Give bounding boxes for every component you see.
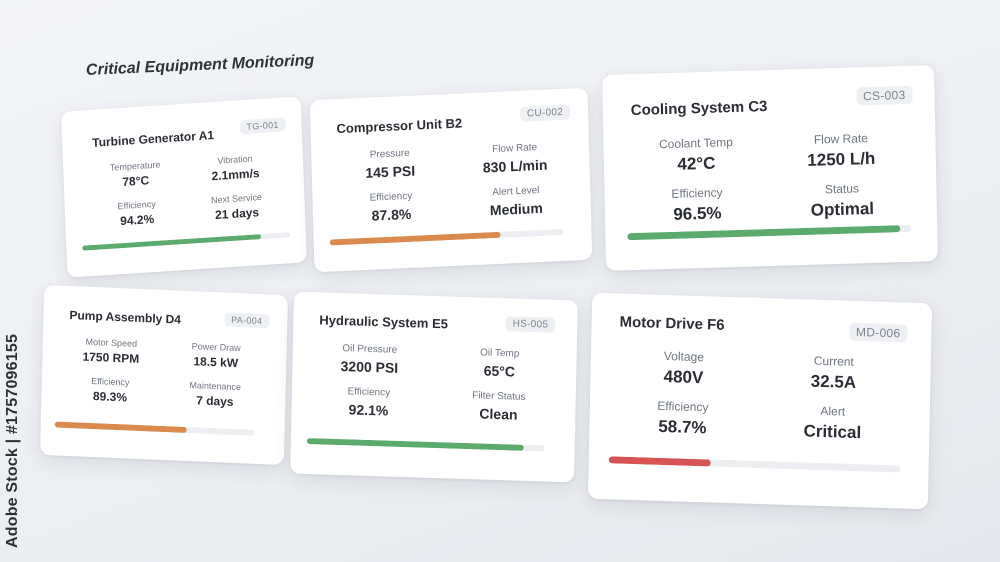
metric-efficiency: Efficiency 94.2% [117,198,156,229]
equipment-card-pump-assembly[interactable]: Pump Assembly D4 PA-004 Motor Speed 1750 … [40,284,288,466]
progress-fill [627,225,900,241]
equipment-id-badge: HS-005 [505,316,556,333]
progress-fill [329,231,501,246]
metric-vibration: Vibration 2.1mm/s [211,153,260,184]
metric-efficiency: Efficiency 58.7% [657,398,709,438]
equipment-card-motor-drive[interactable]: Motor Drive F6 MD-006 Voltage 480V Curren… [587,292,933,510]
progress-fill [306,438,524,451]
progress-bar [54,421,255,436]
progress-fill [54,421,187,433]
metric-oil-temp: Oil Temp 65°C [479,347,520,380]
metric-temperature: Temperature 78°C [109,159,161,189]
metric-current: Current 32.5A [810,353,857,393]
progress-fill [608,456,711,467]
metric-efficiency: Efficiency 87.8% [369,190,413,224]
metrics-grid: Oil Pressure 3200 PSI Oil Temp 65°C Effici… [303,342,564,424]
progress-bar [306,438,545,452]
page-title: Critical Equipment Monitoring [85,52,315,79]
stock-watermark: Adobe Stock | #1757096155 [4,333,21,548]
metrics-grid: Motor Speed 1750 RPM Power Draw 18.5 kW Ef… [57,336,268,411]
metrics-grid: Coolant Temp 42°C Flow Rate 1250 L/h Effic… [623,130,915,227]
metric-coolant-temp: Coolant Temp 42°C [658,135,734,174]
progress-bar [329,228,564,246]
equipment-id-badge: PA-004 [224,312,270,329]
metric-alert: Alert Critical [803,403,862,443]
metric-filter-status: Filter Status Clean [472,390,526,423]
equipment-card-compressor-unit[interactable]: Compressor Unit B2 CU-002 Pressure 145 PS… [309,87,593,273]
metric-status: Status Optimal [810,181,875,220]
card-title: Cooling System C3 [630,98,768,120]
equipment-card-turbine-generator[interactable]: Turbine Generator A1 TG-001 Temperature 7… [61,96,307,278]
metrics-grid: Voltage 480V Current 32.5A Efficiency 58.7%… [607,347,909,444]
metric-maintenance: Maintenance 7 days [189,380,242,409]
equipment-id-badge: CU-002 [519,104,571,122]
equipment-id-badge: MD-006 [848,322,908,343]
card-title: Pump Assembly D4 [69,307,182,327]
metric-efficiency: Efficiency 89.3% [91,375,130,405]
card-title: Turbine Generator A1 [91,127,215,150]
card-title: Hydraulic System E5 [319,312,449,332]
equipment-id-badge: TG-001 [239,117,286,135]
metric-motor-speed: Motor Speed 1750 RPM [82,336,140,366]
metric-voltage: Voltage 480V [663,348,705,388]
metric-oil-pressure: Oil Pressure 3200 PSI [340,343,399,376]
metric-alert-level: Alert Level Medium [489,184,543,219]
card-title: Compressor Unit B2 [336,115,463,137]
card-title: Motor Drive F6 [619,313,725,334]
progress-fill [82,234,261,251]
metric-power-draw: Power Draw 18.5 kW [191,341,241,371]
metric-flow-rate: Flow Rate 1250 L/h [807,131,876,170]
metric-efficiency: Efficiency 96.5% [671,185,723,224]
equipment-card-hydraulic-system[interactable]: Hydraulic System E5 HS-005 Oil Pressure 3… [290,291,578,483]
metric-efficiency: Efficiency 92.1% [347,386,391,419]
equipment-id-badge: CS-003 [855,85,913,106]
metric-pressure: Pressure 145 PSI [365,147,416,181]
metrics-grid: Temperature 78°C Vibration 2.1mm/s Efficie… [85,151,287,230]
progress-bar [627,224,912,241]
metric-next-service: Next Service 21 days [210,191,263,223]
progress-bar [608,456,901,473]
metric-flow-rate: Flow Rate 830 L/min [482,142,548,176]
metrics-grid: Pressure 145 PSI Flow Rate 830 L/min Effic… [327,140,579,225]
equipment-card-cooling-system[interactable]: Cooling System C3 CS-003 Coolant Temp 42°… [602,65,938,271]
progress-bar [82,232,291,251]
